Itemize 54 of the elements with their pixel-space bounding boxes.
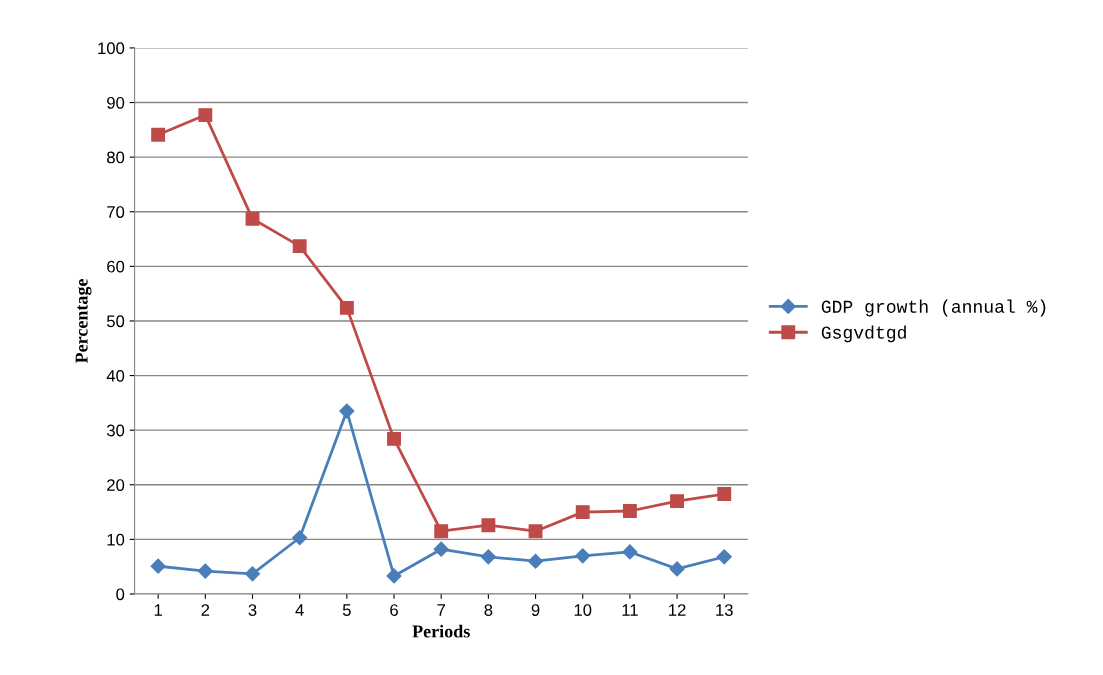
point bbox=[622, 504, 637, 518]
y-tick-label: 40 bbox=[106, 369, 125, 382]
y-tick-label: 0 bbox=[116, 588, 125, 601]
y-tick-label: 70 bbox=[107, 206, 125, 218]
x-tick-label: 9 bbox=[531, 604, 540, 616]
y-tick-label: 80 bbox=[107, 151, 125, 164]
point bbox=[434, 524, 449, 539]
y-tick-label: 90 bbox=[107, 96, 125, 109]
point bbox=[481, 518, 496, 533]
point bbox=[717, 487, 732, 502]
x-tick-label: 7 bbox=[437, 604, 445, 616]
x-tick-label: 6 bbox=[390, 604, 398, 616]
x-tick-label: 13 bbox=[716, 604, 733, 616]
point bbox=[670, 494, 685, 509]
point bbox=[669, 561, 685, 577]
point bbox=[528, 524, 543, 539]
point bbox=[622, 544, 638, 560]
y-tick-label: 50 bbox=[106, 315, 125, 328]
point bbox=[575, 548, 591, 564]
y-tick-label: 60 bbox=[107, 260, 125, 273]
x-tick-label: 4 bbox=[295, 604, 304, 616]
point bbox=[387, 431, 401, 446]
legend-label: Gsgvdtgd bbox=[821, 325, 906, 343]
point bbox=[197, 563, 213, 579]
y-axis-title: Percentage bbox=[75, 278, 92, 364]
x-tick-label: 11 bbox=[622, 604, 638, 616]
point bbox=[292, 530, 308, 546]
point bbox=[198, 108, 213, 123]
point bbox=[716, 549, 732, 565]
point bbox=[151, 127, 166, 142]
x-tick-label: 10 bbox=[574, 604, 592, 616]
point bbox=[433, 541, 449, 557]
point bbox=[480, 549, 496, 565]
point bbox=[245, 211, 260, 226]
point bbox=[292, 239, 307, 254]
point bbox=[244, 566, 261, 582]
x-tick-label: 3 bbox=[248, 604, 257, 616]
point bbox=[339, 403, 355, 419]
x-tick-label: 8 bbox=[484, 604, 493, 616]
legend-label: GDP growth (annual %) bbox=[821, 299, 1046, 317]
y-tick-label: 30 bbox=[106, 424, 125, 437]
point bbox=[575, 505, 590, 520]
point bbox=[527, 553, 544, 569]
x-tick-label: 2 bbox=[201, 604, 210, 616]
x-axis-title: Periods bbox=[412, 624, 470, 638]
y-tick-label: 20 bbox=[107, 479, 125, 491]
x-tick-label: 12 bbox=[669, 604, 686, 616]
y-tick-label: 100 bbox=[98, 42, 125, 55]
point bbox=[339, 300, 354, 315]
y-tick-label: 10 bbox=[107, 533, 125, 546]
x-tick-label: 1 bbox=[154, 604, 162, 616]
point bbox=[150, 558, 166, 574]
x-tick-label: 5 bbox=[342, 604, 351, 616]
point bbox=[386, 568, 402, 584]
